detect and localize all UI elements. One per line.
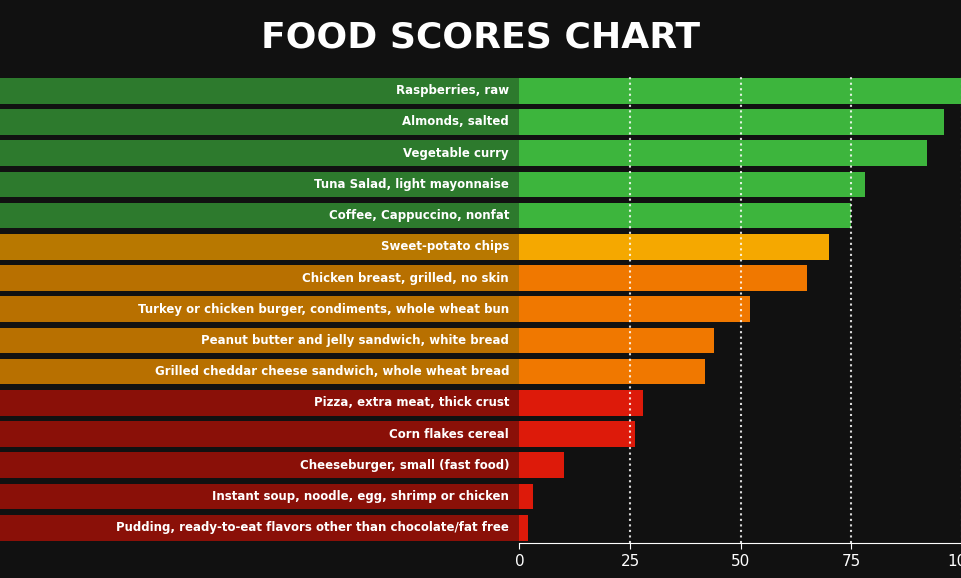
Bar [519, 484, 532, 509]
Bar [0, 359, 519, 384]
Bar [519, 203, 850, 228]
Bar [519, 78, 961, 103]
Text: Almonds, salted: Almonds, salted [402, 116, 508, 128]
Bar [519, 359, 704, 384]
Text: Turkey or chicken burger, condiments, whole wheat bun: Turkey or chicken burger, condiments, wh… [137, 303, 508, 316]
Bar [519, 109, 944, 135]
Bar [0, 265, 519, 291]
Bar [519, 421, 634, 447]
Bar [0, 453, 519, 478]
Bar [0, 172, 519, 197]
Bar [519, 140, 925, 166]
Text: Pizza, extra meat, thick crust: Pizza, extra meat, thick crust [313, 397, 508, 409]
Text: Raspberries, raw: Raspberries, raw [396, 84, 508, 97]
Bar [519, 453, 563, 478]
Bar [0, 78, 519, 103]
Bar [519, 515, 528, 540]
Text: Instant soup, noodle, egg, shrimp or chicken: Instant soup, noodle, egg, shrimp or chi… [212, 490, 508, 503]
Text: Grilled cheddar cheese sandwich, whole wheat bread: Grilled cheddar cheese sandwich, whole w… [155, 365, 508, 378]
Bar [519, 265, 806, 291]
Bar [519, 390, 643, 416]
Text: Corn flakes cereal: Corn flakes cereal [389, 428, 508, 440]
Bar [0, 297, 519, 322]
Text: Coffee, Cappuccino, nonfat: Coffee, Cappuccino, nonfat [329, 209, 508, 222]
Text: FOOD SCORES CHART: FOOD SCORES CHART [261, 21, 700, 54]
Text: Cheeseburger, small (fast food): Cheeseburger, small (fast food) [299, 459, 508, 472]
Bar [0, 390, 519, 416]
Bar [0, 515, 519, 540]
Text: Vegetable curry: Vegetable curry [403, 147, 508, 160]
Bar [0, 234, 519, 260]
Text: Peanut butter and jelly sandwich, white bread: Peanut butter and jelly sandwich, white … [201, 334, 508, 347]
Bar [0, 421, 519, 447]
Bar [0, 203, 519, 228]
Text: Chicken breast, grilled, no skin: Chicken breast, grilled, no skin [302, 272, 508, 284]
Text: Sweet-potato chips: Sweet-potato chips [381, 240, 508, 253]
Text: Tuna Salad, light mayonnaise: Tuna Salad, light mayonnaise [314, 178, 508, 191]
Bar [519, 297, 749, 322]
Bar [519, 234, 828, 260]
Text: Pudding, ready-to-eat flavors other than chocolate/fat free: Pudding, ready-to-eat flavors other than… [116, 521, 508, 534]
Bar [0, 328, 519, 353]
Bar [0, 109, 519, 135]
Bar [0, 140, 519, 166]
Bar [519, 172, 864, 197]
Bar [0, 484, 519, 509]
Bar [519, 328, 713, 353]
